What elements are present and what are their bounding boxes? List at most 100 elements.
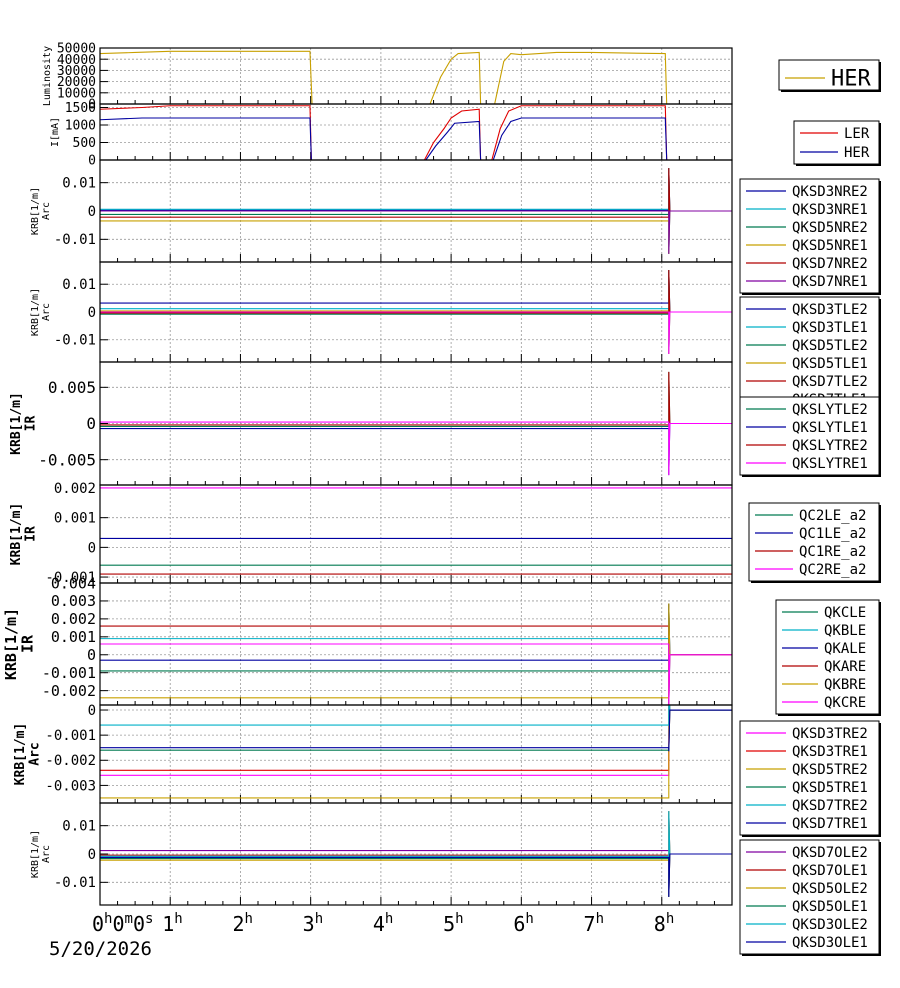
- legend-box: [739, 296, 880, 412]
- series-line-HER: [100, 50, 732, 104]
- x-tick-value: 0: [112, 912, 124, 936]
- series-line-QKSLYTLE1: [100, 422, 732, 476]
- legend-label: QC1LE_a2: [799, 526, 866, 542]
- panel-series: [100, 603, 732, 705]
- y-tick-label: -0.001: [45, 570, 96, 586]
- x-tick-label: 0h0m0s: [92, 911, 153, 936]
- y-tick-label: 0.002: [54, 481, 96, 497]
- series-line-QKSD3TRE1: [100, 709, 732, 771]
- legend-7: QKCLE QKBLE QKALE QKARE QKBRE QKCRE: [775, 599, 881, 716]
- y-tick-label: 0.001: [51, 628, 96, 646]
- panel-series: [100, 371, 732, 476]
- x-tick-unit: h: [385, 911, 393, 927]
- x-tick-unit: h: [244, 911, 252, 927]
- legend-label: QC1RE_a2: [799, 544, 866, 560]
- legend-label: QKSD7OLE1: [792, 863, 868, 879]
- x-tick-label: 5h: [443, 911, 463, 936]
- legend-4: QKSD3TLE2 QKSD3TLE1 QKSD5TLE2 QKSD5TLE1 QKSD…: [739, 296, 881, 413]
- legend-label: LER: [844, 126, 870, 142]
- legend-3: QKSD3NRE2 QKSD3NRE1 QKSD5NRE2 QKSD5NRE1 QKSD…: [739, 178, 881, 295]
- x-tick-value: 7: [584, 912, 596, 936]
- series-line-QKSD7TRE1: [100, 709, 732, 752]
- legend-label: QKSD7OLE2: [792, 845, 868, 861]
- y-tick-label: 40000: [57, 53, 96, 68]
- y-tick-label: -0.003: [45, 778, 96, 794]
- series-line-QKSD3TRE2: [100, 705, 732, 776]
- legend-label: QKARE: [824, 659, 866, 675]
- legend-9: QKSD7OLE2 QKSD7OLE1 QKSD5OLE2 QKSD5OLE1 QKSD…: [739, 839, 881, 956]
- y-axis-label: KRB[1/m]IR: [9, 503, 38, 566]
- y-tick-label: 0: [88, 703, 96, 719]
- legend-label: QKSD3OLE2: [792, 917, 868, 933]
- x-tick-value: 5: [443, 912, 455, 936]
- series-line-QKSLYTRE2: [100, 371, 732, 426]
- legend-label: QKSD5NRE2: [792, 220, 868, 236]
- series-line-QKSD3NRE2: [100, 168, 732, 212]
- legend-label: HER: [831, 67, 871, 92]
- panel-frame: [99, 484, 733, 584]
- series-line-QKSD3OLE2: [100, 811, 732, 857]
- y-axis-label-line: KRB[1/m]: [30, 830, 41, 878]
- y-axis-label-line: Arc: [27, 742, 42, 765]
- y-tick-label: 0.01: [62, 277, 96, 293]
- panel-7: -0.002-0.00100.0010.0020.0030.004KRB[1/m…: [2, 574, 881, 716]
- x-tick-unit: m: [125, 911, 133, 927]
- y-tick-label: -0.002: [45, 753, 96, 769]
- x-tick-value: 8: [654, 912, 666, 936]
- y-axis-label-line: Luminosity: [42, 46, 53, 106]
- legend-box: [775, 599, 880, 715]
- x-tick-unit: h: [525, 911, 533, 927]
- legend-5: QKSLYTLE2 QKSLYTLE1 QKSLYTRE2 QKSLYTRE1: [739, 396, 881, 477]
- series-line-QKSD5TLE2: [100, 269, 732, 315]
- y-axis-label-line: KRB[1/m]: [2, 608, 20, 680]
- legend-box: [739, 839, 880, 955]
- legend-box: [778, 59, 880, 91]
- legend-2: LER HER: [793, 120, 881, 166]
- x-tick-label: 4h: [373, 911, 393, 936]
- y-axis-label-line: Arc: [41, 303, 52, 321]
- y-axis-label-line: KRB[1/m]: [9, 392, 24, 455]
- legend-box: [739, 720, 880, 836]
- panel-series: [100, 811, 732, 897]
- series-line-LER: [100, 105, 732, 160]
- y-tick-label: 50000: [57, 42, 96, 57]
- x-tick-value: 4: [373, 912, 385, 936]
- x-tick-unit: h: [174, 911, 182, 927]
- x-tick-value: 3: [303, 912, 315, 936]
- series-line-QKSD7TRE2: [100, 705, 732, 726]
- y-tick-label: 0.01: [62, 176, 96, 192]
- legend-label: QKSD7TRE2: [792, 798, 868, 814]
- y-tick-label: 0: [88, 847, 96, 863]
- y-axis-label-line: I[mA]: [50, 117, 61, 147]
- series-line-QKALE: [100, 603, 732, 661]
- time-axis: 0h0m0s 1h 2h 3h 4h 5h 6h 7h 8h5/20/2026: [49, 911, 674, 960]
- panel-frame: [99, 103, 733, 161]
- series-line-QKSD3TLE1: [100, 308, 732, 355]
- x-tick-value: 0: [92, 912, 104, 936]
- legend-label: QKSD3TRE2: [792, 726, 868, 742]
- legend-label: QKBLE: [824, 623, 866, 639]
- y-axis-label-line: IR: [23, 526, 38, 542]
- legend-label: QKSD5TRE1: [792, 780, 868, 796]
- series-line-QKSD7TLE1: [100, 311, 732, 355]
- x-tick-label: 7h: [584, 911, 604, 936]
- legend-box: [793, 120, 880, 165]
- series-line-QKSD7OLE2: [100, 811, 732, 855]
- y-axis-label: KRB[1/m]Arc: [13, 723, 42, 786]
- y-tick-label: 0: [88, 98, 96, 113]
- date-label: 5/20/2026: [49, 938, 152, 960]
- x-tick-label: 1h: [162, 911, 182, 936]
- series-line-QKSLYTLE2: [100, 371, 732, 427]
- panel-series: [100, 487, 732, 575]
- y-tick-label: 1000: [65, 119, 96, 134]
- legend-label: QKSLYTLE1: [792, 420, 868, 436]
- x-tick-value: 1: [162, 912, 174, 936]
- legend-label: QKSD5TLE2: [792, 338, 868, 354]
- y-tick-label: 500: [73, 136, 96, 151]
- y-tick-label: 0: [88, 540, 96, 556]
- legend-label: QKSD3TLE2: [792, 302, 868, 318]
- x-tick-unit: h: [666, 911, 674, 927]
- y-tick-label: 1500: [65, 101, 96, 116]
- x-tick-value: 6: [513, 912, 525, 936]
- panel-series: [100, 705, 732, 799]
